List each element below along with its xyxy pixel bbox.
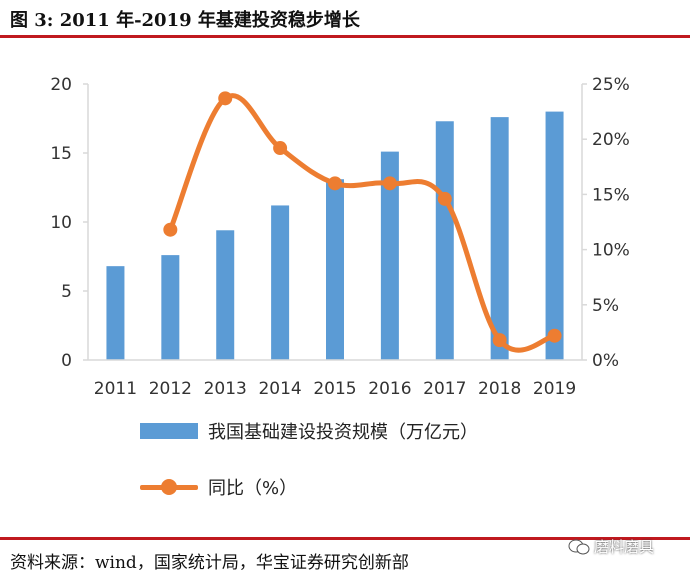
yoy-point-2016 [382, 176, 397, 191]
x-tick-label: 2018 [478, 379, 521, 399]
x-tick-label: 2019 [533, 379, 576, 399]
legend-bar-label: 我国基础建设投资规模（万亿元） [208, 422, 478, 443]
legend-line-label: 同比（%） [208, 478, 298, 499]
x-tick-label: 2014 [258, 379, 301, 399]
bar-2011 [106, 266, 125, 360]
right-axis: 0% 5% 10% 15% 20% 25% [581, 75, 630, 371]
wechat-icon [568, 539, 590, 554]
yoy-point-2012 [163, 222, 178, 237]
x-tick-label: 2011 [94, 379, 137, 399]
left-tick-label: 5 [61, 282, 72, 302]
bar-series [106, 111, 564, 361]
x-tick-label: 2013 [204, 379, 247, 399]
right-tick-label: 0% [592, 351, 619, 371]
source-note: 资料来源：wind，国家统计局，华宝证券研究创新部 [10, 553, 409, 573]
bar-2016 [380, 151, 399, 360]
yoy-point-2013 [218, 91, 233, 106]
figure-title: 图 3: 2011 年-2019 年基建投资稳步增长 [10, 10, 360, 31]
left-tick-label: 20 [50, 75, 72, 95]
yoy-point-2018 [492, 333, 507, 348]
x-tick-label: 2017 [423, 379, 466, 399]
legend-bar-swatch [140, 423, 198, 439]
top-rule [0, 35, 690, 38]
yoy-point-2014 [273, 141, 288, 156]
yoy-point-2017 [437, 191, 452, 206]
line-series [163, 91, 562, 353]
legend-line-swatch [140, 479, 198, 495]
yoy-point-2019 [547, 328, 562, 343]
right-tick-label: 15% [592, 185, 630, 205]
bottom-rule [0, 537, 690, 540]
left-tick-label: 10 [50, 213, 72, 233]
right-tick-label: 10% [592, 241, 630, 261]
right-tick-label: 5% [592, 296, 619, 316]
bar-2018 [490, 117, 509, 361]
watermark: 磨料磨具 [568, 536, 654, 557]
bar-2012 [161, 255, 180, 360]
bar-2014 [271, 205, 290, 360]
right-tick-label: 25% [592, 75, 630, 95]
x-axis: 2011 2012 2013 2014 2015 2016 2017 2018 2019 [88, 359, 582, 399]
bar-2015 [326, 179, 344, 360]
bar-2013 [216, 230, 235, 360]
left-tick-label: 0 [61, 351, 72, 371]
x-tick-label: 2012 [149, 379, 192, 399]
left-axis: 0 5 10 15 20 [50, 75, 89, 371]
left-tick-label: 15 [50, 144, 72, 164]
yoy-point-2015 [328, 176, 342, 191]
x-tick-label: 2015 [313, 379, 356, 399]
bar-2017 [435, 121, 454, 360]
bar-2019 [545, 111, 564, 360]
legend-item-line: 同比（%） [140, 474, 478, 500]
watermark-text: 磨料磨具 [594, 538, 655, 556]
legend: 我国基础建设投资规模（万亿元） 同比（%） [140, 418, 478, 530]
right-tick-label: 20% [592, 130, 630, 150]
legend-item-bar: 我国基础建设投资规模（万亿元） [140, 418, 478, 444]
x-tick-label: 2016 [368, 379, 411, 399]
